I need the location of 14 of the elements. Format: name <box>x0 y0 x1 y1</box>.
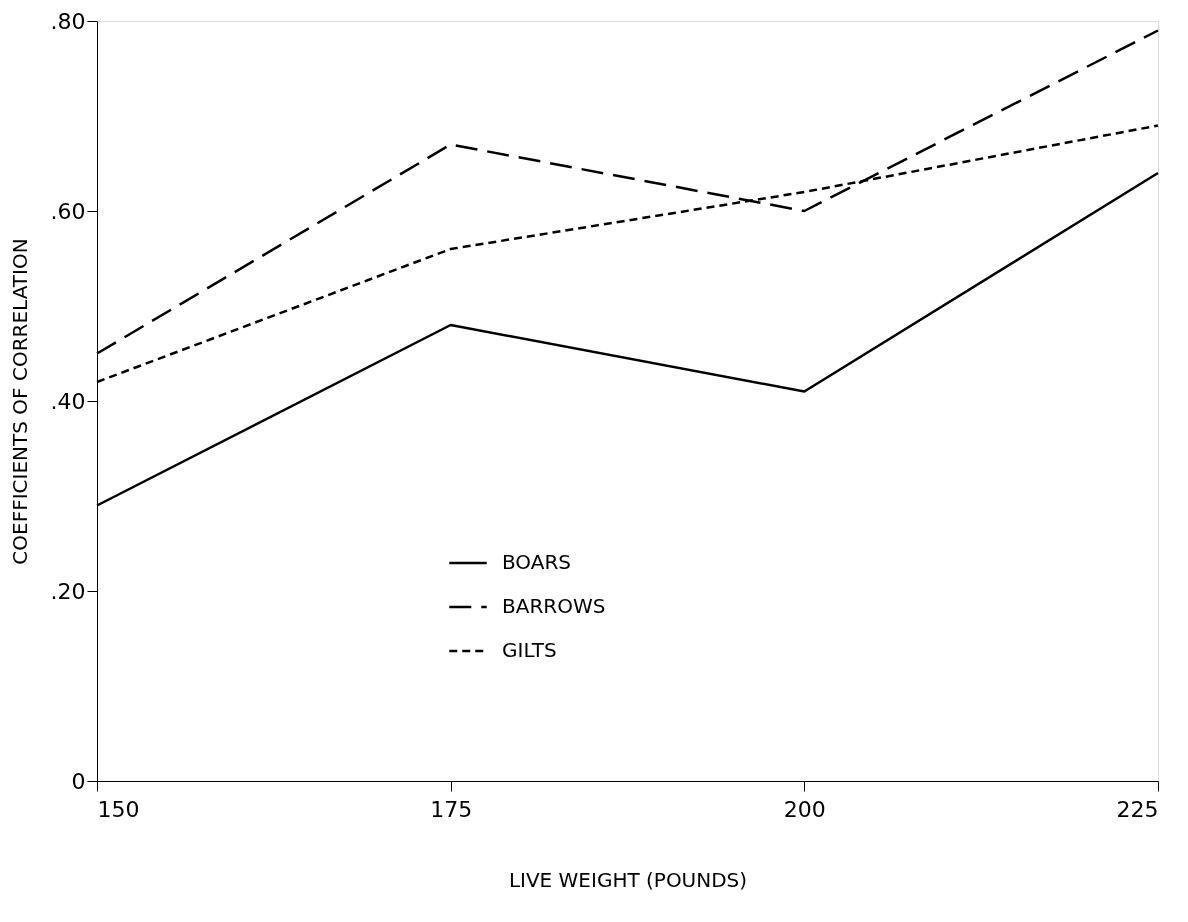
x-tick-label: 175 <box>430 796 473 822</box>
x-tick-label: 225 <box>1116 796 1159 822</box>
y-tick-label: .80 <box>50 8 86 34</box>
x-axis-title: LIVE WEIGHT (POUNDS) <box>508 867 748 892</box>
y-tick-label: .60 <box>50 198 86 224</box>
x-tick-label: 200 <box>783 796 826 822</box>
legend-label: GILTS <box>502 638 557 662</box>
y-axis-title: COEFFICIENTS OF CORRELATION <box>7 238 32 565</box>
y-tick-label: .20 <box>50 578 86 604</box>
legend-label: BARROWS <box>502 594 606 618</box>
y-tick-label: 0 <box>71 768 86 794</box>
legend-label: BOARS <box>502 550 572 574</box>
y-tick-label: .40 <box>50 388 86 414</box>
x-tick-label: 150 <box>97 796 140 822</box>
